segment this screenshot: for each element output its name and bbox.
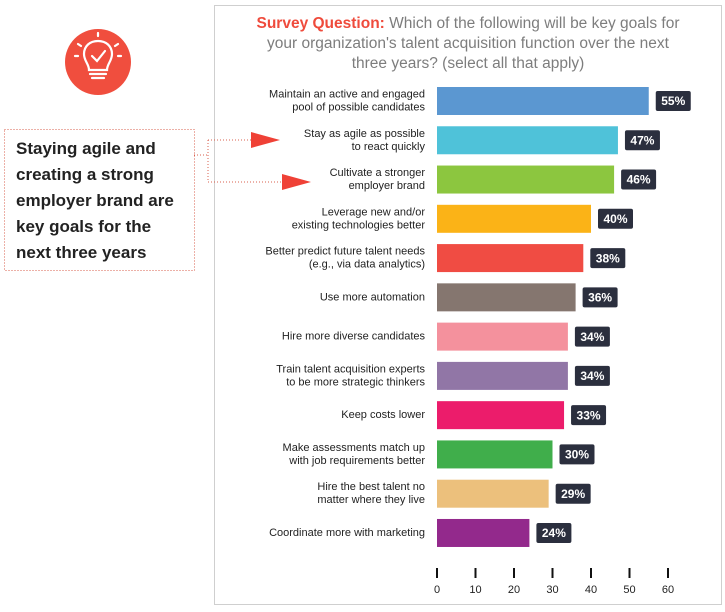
value-label: 55% [661, 94, 685, 108]
arrow [251, 132, 280, 148]
callout-connector [194, 139, 282, 183]
category-label: Stay as agile as possible to react quickl… [304, 128, 426, 153]
callout-text: Staying agile and creating a strong employ… [16, 139, 174, 262]
bar [437, 87, 649, 115]
value-label: 40% [603, 212, 627, 226]
bar [437, 518, 530, 547]
bar [437, 479, 549, 508]
x-tick-label: 60 [662, 584, 674, 596]
category-label: Hire the best talent no matter where they… [317, 481, 425, 506]
category-label: Cultivate a stronger employer brand [330, 167, 426, 192]
value-label: 46% [627, 173, 651, 187]
category-label: Make assessments match up with job requir… [283, 442, 426, 467]
value-label: 24% [542, 526, 566, 540]
value-label: 47% [630, 133, 654, 147]
category-label: Maintain an active and engaged pool of po… [269, 88, 425, 113]
bar [437, 440, 553, 469]
category-label: Keep costs lower [341, 409, 425, 421]
value-label-bg [590, 248, 626, 269]
value-label-bg [571, 405, 607, 426]
callout-box [4, 129, 195, 271]
value-label-bg [555, 483, 591, 504]
value-label-bg [655, 91, 691, 111]
value-label: 30% [565, 448, 589, 462]
value-label-bg [598, 208, 633, 229]
value-label: 34% [580, 330, 604, 344]
category-label: Hire more diverse candidates [282, 331, 426, 343]
value-label-bg [582, 287, 618, 308]
value-label: 34% [580, 369, 604, 383]
bar [437, 126, 618, 155]
x-tick-label: 30 [546, 584, 558, 596]
value-label-bg [536, 522, 572, 543]
x-tick-label: 0 [434, 584, 440, 596]
subtitle: Which of the following will be key goals… [267, 15, 679, 72]
value-label: 38% [596, 251, 620, 265]
chart-title: Survey Question: Which of the following … [257, 15, 680, 72]
value-label-bg [559, 444, 595, 465]
value-label: 29% [561, 487, 585, 501]
bar [437, 283, 576, 312]
category-label: Better predict future talent needs (e.g.,… [265, 245, 425, 270]
category-label: Use more automation [320, 291, 425, 303]
category-label: Train talent acquisition experts to be mo… [276, 363, 425, 388]
bar [437, 204, 591, 233]
bar [437, 401, 565, 430]
value-label-bg [621, 169, 657, 190]
value-label: 33% [577, 408, 601, 422]
bar [437, 322, 568, 351]
x-tick-label: 40 [585, 584, 597, 596]
x-tick-label: 50 [623, 584, 635, 596]
value-label: 36% [588, 291, 612, 305]
value-label-bg [624, 130, 660, 151]
value-label-bg [574, 365, 610, 386]
x-tick-label: 10 [469, 584, 481, 596]
title: Survey Question: [257, 15, 385, 32]
x-tick-label: 20 [508, 584, 520, 596]
bar [437, 244, 584, 273]
category-label: Leverage new and/or existing technologies… [292, 206, 426, 231]
bar [437, 165, 615, 194]
bar [437, 361, 568, 390]
category-label: Coordinate more with marketing [269, 527, 425, 539]
lightbulb-icon [65, 29, 131, 95]
arrow [282, 174, 311, 190]
value-label-bg [574, 326, 610, 347]
